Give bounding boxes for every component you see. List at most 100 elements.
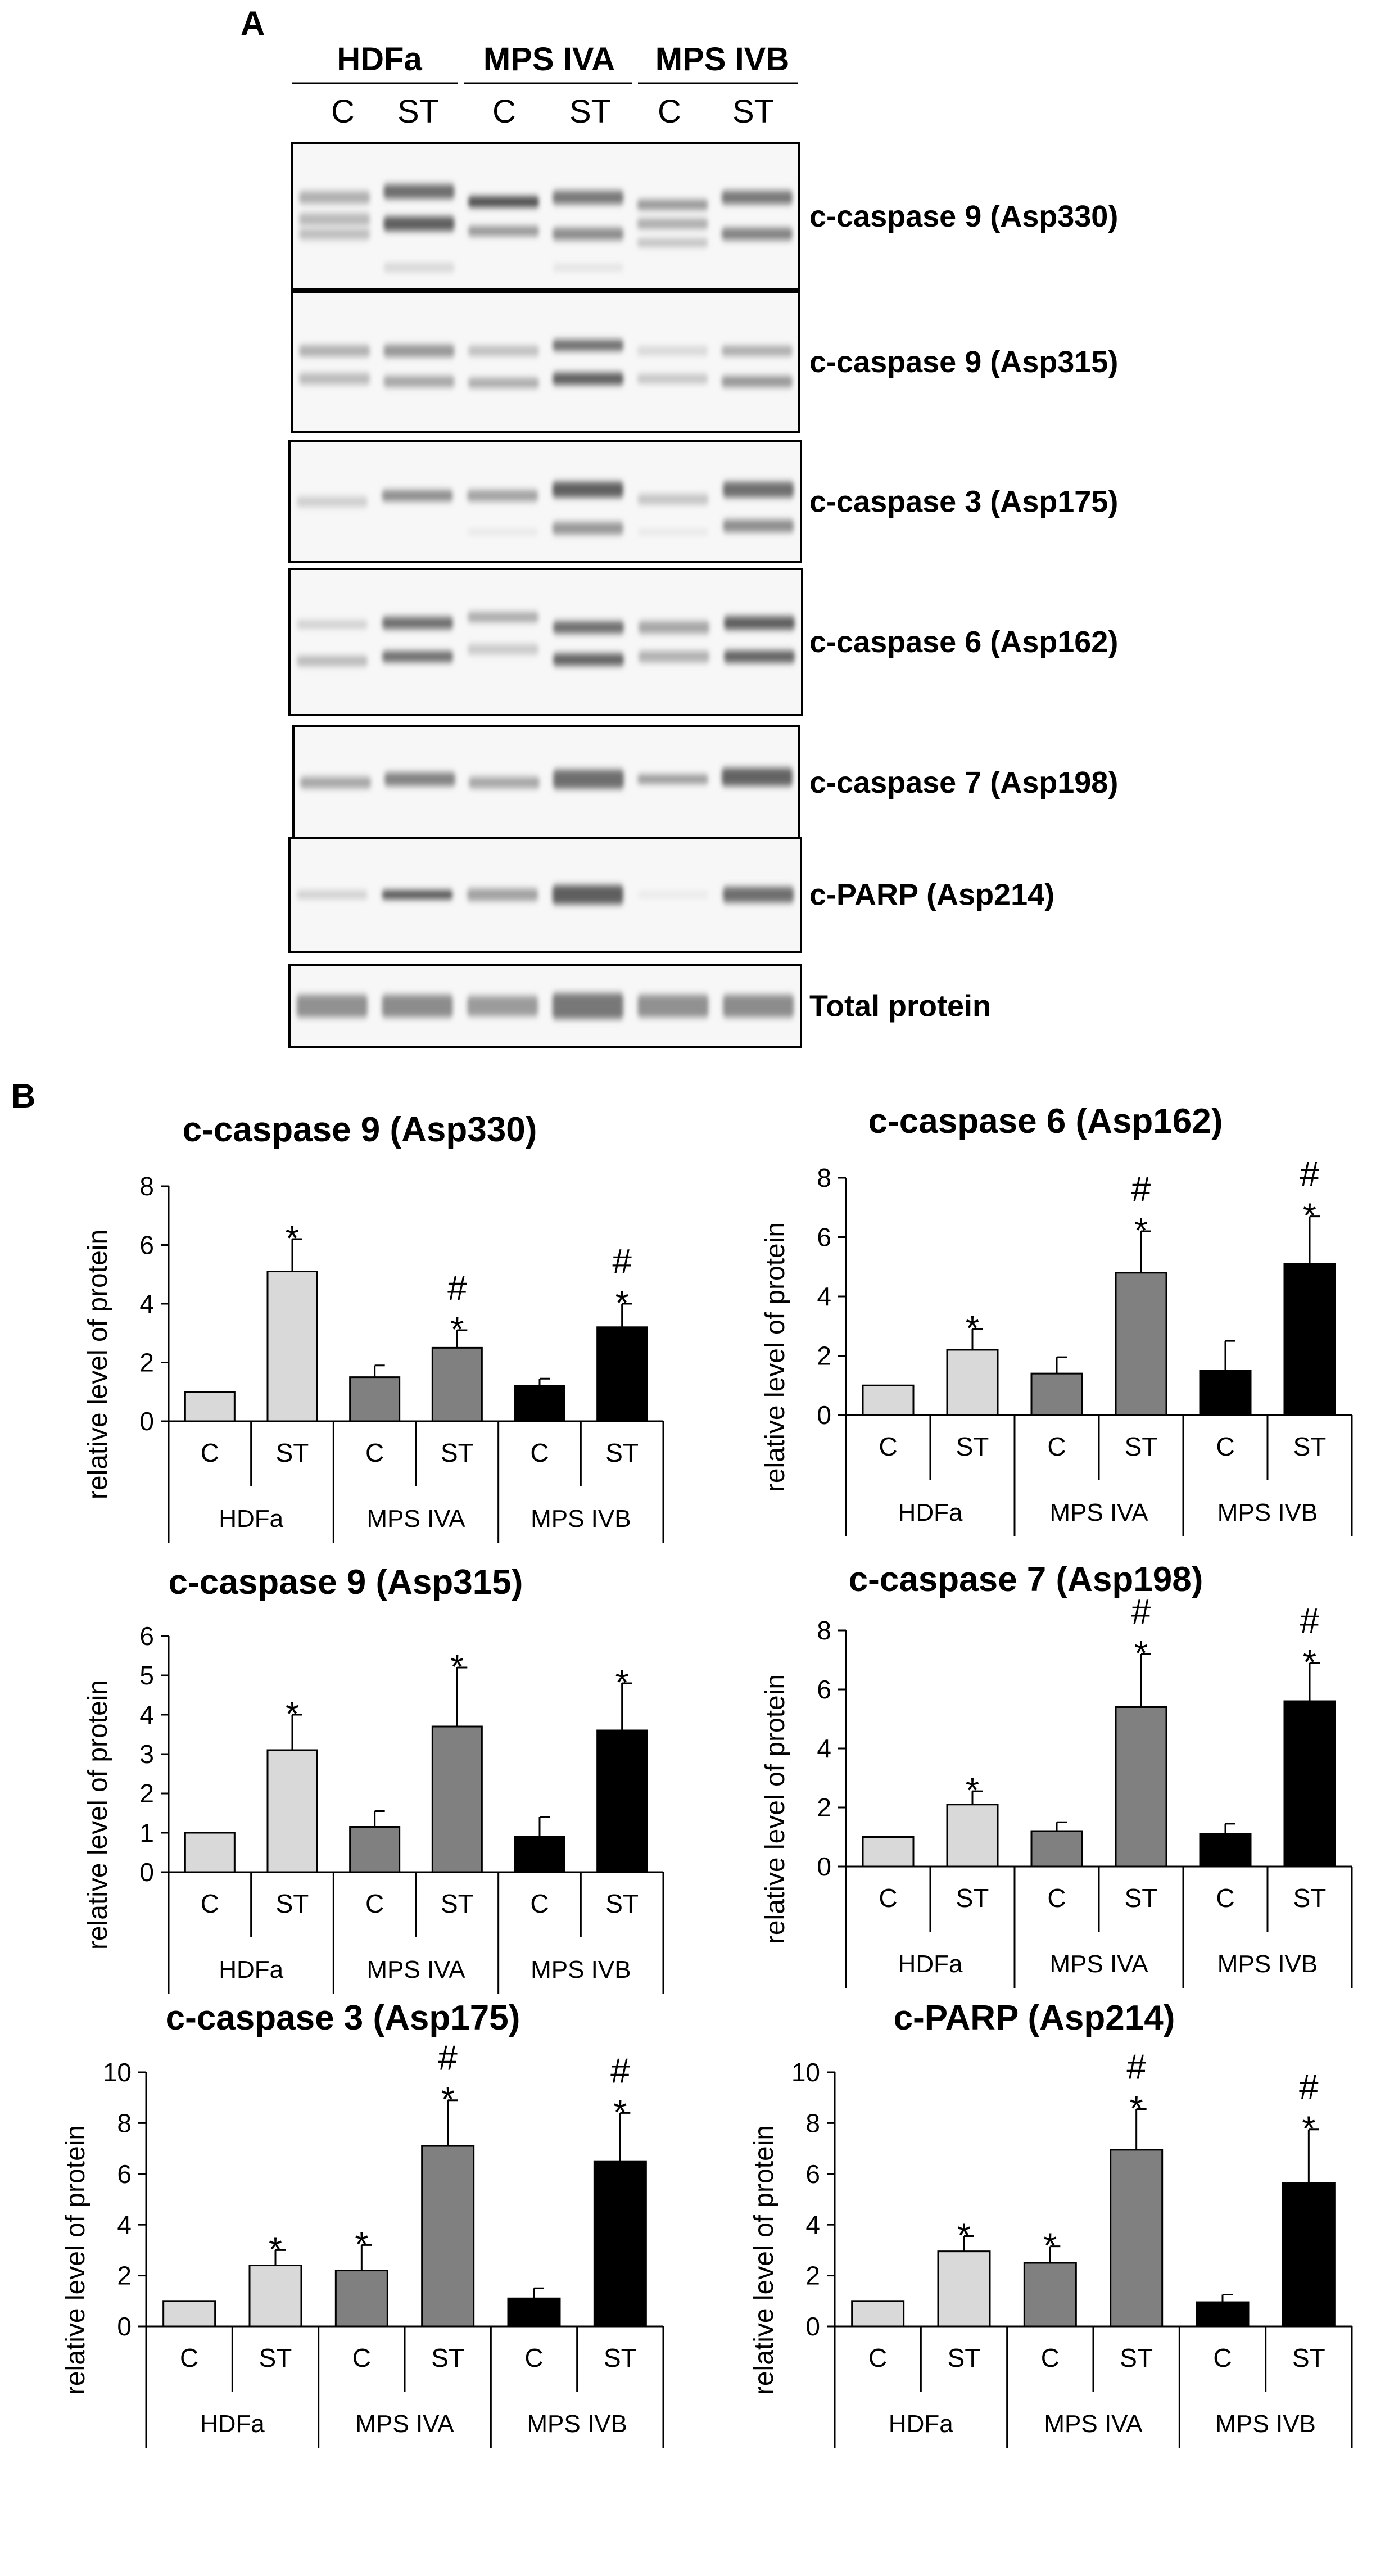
group-axis-label-hdfa: HDFa: [889, 2410, 953, 2438]
blot-band: [384, 772, 455, 786]
blot-band: [383, 184, 455, 199]
significance-asterisk: *: [1134, 1634, 1148, 1673]
bar-2: [266, 1749, 318, 1873]
blot-frame: [288, 440, 802, 563]
category-label: C: [352, 2343, 371, 2372]
bar-2: [266, 1271, 318, 1422]
significance-asterisk: *: [1130, 2090, 1143, 2128]
bar-4: [421, 2145, 475, 2328]
blot-frame: [291, 142, 800, 291]
blot-band: [468, 196, 539, 207]
blot-band: [296, 496, 368, 507]
blot-band: [723, 887, 794, 903]
blot-frame: [291, 291, 800, 433]
y-tick-label: 8: [805, 2108, 820, 2137]
bar-5: [514, 1836, 565, 1873]
blot-frame: [292, 725, 800, 840]
y-tick-label: 4: [817, 1734, 831, 1763]
y-tick-label: 6: [139, 1621, 154, 1651]
bar-1: [184, 1391, 236, 1422]
bar-3: [349, 1376, 401, 1422]
blot-strips: c-caspase 9 (Asp330) c-caspase 9 (Asp315)…: [288, 142, 1118, 1048]
group-axis-label-mps-iva: MPS IVA: [1049, 1950, 1148, 1978]
y-tick-label: 0: [139, 1407, 154, 1436]
y-tick-label: 6: [817, 1223, 831, 1252]
significance-asterisk: *: [1303, 1197, 1316, 1236]
category-label: C: [201, 1438, 219, 1467]
category-label: ST: [431, 2343, 464, 2372]
chart-title: c-caspase 9 (Asp330): [183, 1110, 537, 1149]
y-tick-label: 0: [139, 1858, 154, 1887]
y-tick-label: 2: [139, 1779, 154, 1808]
category-label: ST: [948, 2343, 981, 2372]
lane-label: C: [492, 93, 516, 130]
category-label: ST: [1125, 1883, 1158, 1913]
blot-band: [467, 530, 538, 535]
y-tick-label: 10: [103, 2058, 132, 2087]
y-tick-label: 0: [817, 1852, 831, 1881]
y-tick-label: 6: [117, 2159, 132, 2189]
bar-6: [596, 1729, 648, 1873]
lane-label: ST: [732, 93, 774, 130]
bar-6: [593, 2160, 647, 2328]
significance-asterisk: *: [269, 2230, 282, 2269]
blot-c-caspase-6-asp162: c-caspase 6 (Asp162): [288, 568, 1118, 716]
y-tick-label: 4: [805, 2210, 820, 2239]
blot-band: [552, 885, 623, 905]
group-axis-label-mps-ivb: MPS IVB: [531, 1956, 631, 1983]
panel-b-label: B: [11, 1077, 35, 1115]
bar-4: [431, 1725, 483, 1873]
lane-label: ST: [569, 93, 611, 130]
significance-asterisk: *: [286, 1219, 299, 1258]
lane-label: C: [331, 93, 355, 130]
blot-band: [299, 213, 370, 226]
blot-band: [552, 482, 623, 498]
bar-5: [1199, 1833, 1252, 1868]
blot-c-caspase-9-asp330: c-caspase 9 (Asp330): [291, 142, 1118, 291]
blot-band: [721, 346, 793, 356]
bar-3: [349, 1826, 401, 1873]
blot-label: c-caspase 9 (Asp315): [809, 345, 1118, 379]
group-axis-label-mps-iva: MPS IVA: [1044, 2410, 1143, 2438]
y-tick-label: 6: [805, 2159, 820, 2189]
blot-band: [299, 345, 370, 357]
blot-band: [296, 891, 368, 899]
blot-band: [637, 530, 709, 535]
y-axis-title: relative level of protein: [761, 1674, 790, 1944]
blot-band: [553, 228, 624, 241]
blot-c-caspase-3-asp175: c-caspase 3 (Asp175): [288, 440, 1118, 563]
blot-total-protein: Total protein: [288, 964, 991, 1048]
blot-band: [721, 191, 793, 205]
category-label: ST: [1125, 1432, 1158, 1461]
chart-title: c-caspase 3 (Asp175): [166, 1999, 520, 2037]
y-tick-label: 2: [139, 1348, 154, 1377]
blot-band: [297, 620, 368, 629]
blot-band: [468, 378, 539, 388]
y-tick-label: 8: [817, 1616, 831, 1645]
category-label: ST: [1292, 2343, 1325, 2372]
category-label: ST: [276, 1438, 309, 1467]
group-axis-label-mps-iva: MPS IVA: [366, 1505, 465, 1533]
blot-band: [637, 238, 708, 247]
blot-c-caspase-9-asp315: c-caspase 9 (Asp315): [291, 291, 1118, 433]
bar-3: [1030, 1830, 1083, 1868]
significance-hash: #: [1131, 1593, 1151, 1632]
blot-band: [553, 372, 624, 385]
bar-2: [946, 1349, 999, 1416]
category-label: ST: [276, 1889, 309, 1918]
significance-hash: #: [1299, 2068, 1319, 2107]
category-label: C: [1047, 1432, 1066, 1461]
category-label: ST: [441, 1438, 474, 1467]
group-axis-label-hdfa: HDFa: [219, 1505, 283, 1533]
blot-label: c-caspase 6 (Asp162): [809, 625, 1118, 659]
significance-asterisk: *: [286, 1695, 299, 1734]
blot-band: [382, 890, 453, 900]
chart-c-caspase-9-asp330: c-caspase 9 (Asp330) 0 2 4 6 8 relative level …: [83, 1110, 664, 1543]
category-label: C: [201, 1889, 219, 1918]
panel-b-bar-charts: B c-caspase 9 (Asp330) 0 2 4 6 8 relative leve…: [11, 1077, 1353, 2448]
blot-band: [468, 644, 538, 654]
category-label: ST: [956, 1883, 989, 1913]
group-axis-label-mps-ivb: MPS IVB: [527, 2410, 627, 2438]
category-label: C: [1041, 2343, 1060, 2372]
blot-band: [553, 653, 624, 666]
